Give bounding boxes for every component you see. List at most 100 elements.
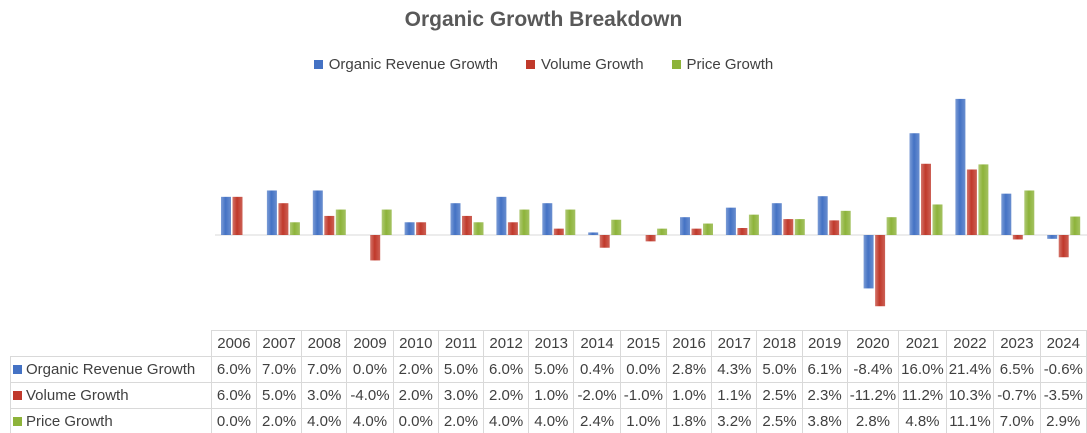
series-name: Volume Growth [26,387,129,404]
table-cell: 0.0% [346,356,394,383]
bar-organic-revenue-growth-2022 [955,98,966,236]
table-cell: 2.5% [756,382,803,409]
table-cell: 1.8% [666,408,713,433]
bar-price-growth-2024 [1070,216,1081,235]
bar-price-growth-2022 [978,164,989,235]
table-cell: -2.0% [573,382,621,409]
table-cell: 4.0% [483,408,530,433]
series-label: Organic Revenue Growth [10,356,212,383]
table-cell: 6.0% [483,356,530,383]
table-cell: 5.0% [437,356,485,383]
bar-organic-revenue-growth-2007 [266,190,277,235]
year-header: 2014 [573,330,621,357]
table-cell: 1.1% [711,382,758,409]
bar-organic-revenue-growth-2016 [680,217,690,235]
bar-price-growth-2018 [794,219,805,235]
bar-volume-growth-2019 [829,220,840,235]
bar-organic-revenue-growth-2006 [221,196,231,235]
year-header: 2022 [945,330,995,357]
bar-price-growth-2023 [1024,190,1035,235]
bar-price-growth-2021 [932,204,943,235]
table-cell: 2.0% [483,382,530,409]
series-name: Price Growth [26,413,113,430]
year-header: 2019 [801,330,848,357]
legend: Organic Revenue Growth Volume Growth Price… [0,56,1087,73]
table-cell: 5.0% [256,382,303,409]
series-name: Organic Revenue Growth [26,361,196,378]
table-cell: 21.4% [945,356,995,383]
legend-swatch [13,417,22,426]
bar-volume-growth-2011 [462,215,472,235]
bar-organic-revenue-growth-2019 [817,196,828,235]
year-header: 2024 [1039,330,1087,357]
bar-organic-revenue-growth-2024 [1047,235,1058,239]
table-row: Price Growth 0.0% 2.0% 4.0% 4.0% 0.0% 2.0% 4.0%… [10,408,1087,433]
legend-swatch [526,60,535,69]
year-header: 2011 [437,330,485,357]
year-header: 2006 [210,330,258,357]
table-cell: 3.0% [437,382,485,409]
table-cell: 7.0% [256,356,303,383]
table-cell: 2.8% [666,356,713,383]
table-cell: 6.5% [993,356,1041,383]
table-cell: 3.8% [801,408,848,433]
table-cell: 2.8% [846,408,900,433]
bar-organic-revenue-growth-2023 [1001,193,1012,235]
table-cell: 4.3% [711,356,758,383]
table-cell: -0.6% [1039,356,1087,383]
bar-price-growth-2014 [611,219,622,235]
bar-price-growth-2013 [565,209,576,235]
bar-volume-growth-2014 [599,235,610,248]
table-cell: 3.0% [301,382,348,409]
bar-volume-growth-2015 [645,235,656,242]
table-cell: 2.5% [756,408,803,433]
chart-title: Organic Growth Breakdown [404,8,683,31]
legend-swatch [313,60,323,69]
legend-label: Volume Growth [541,56,644,73]
table-cell: 10.3% [945,382,995,409]
table-cell: 16.0% [898,356,947,383]
table-cell: 7.0% [301,356,348,383]
legend-item: Organic Revenue Growth [313,56,498,73]
table-cell: 0.4% [573,356,621,383]
bar-price-growth-2007 [289,222,300,235]
bar-organic-revenue-growth-2017 [725,207,736,235]
legend-swatch [13,365,22,374]
bar-volume-growth-2008 [324,215,335,235]
year-header: 2020 [846,330,900,357]
bar-volume-growth-2017 [737,228,748,235]
table-cell: 11.2% [898,382,947,409]
bar-volume-growth-2012 [507,222,518,235]
table-row: Volume Growth 6.0% 5.0% 3.0% -4.0% 2.0% 3.0% 2.… [10,382,1087,409]
legend-item: Volume Growth [526,56,644,73]
year-header: 2017 [711,330,758,357]
legend-item: Price Growth [671,56,773,73]
table-cell: 4.0% [528,408,575,433]
bar-price-growth-2017 [748,214,759,235]
bar-volume-growth-2009 [370,235,381,261]
bar-organic-revenue-growth-2014 [588,232,599,235]
bar-organic-revenue-growth-2012 [496,196,507,235]
bar-volume-growth-2016 [691,228,702,235]
table-cell: 11.1% [945,408,995,433]
year-header: 2018 [756,330,803,357]
bar-organic-revenue-growth-2010 [404,222,415,235]
table-cell: 6.0% [210,382,258,409]
bar-volume-growth-2010 [416,222,427,235]
table-cell: 2.0% [392,382,439,409]
data-table: 2006 2007 2008 2009 2010 2011 2012 2013 2014 2015… [10,330,1087,433]
year-header: 2023 [993,330,1041,357]
bar-price-growth-2008 [335,209,346,235]
bar-price-growth-2020 [886,217,897,235]
table-cell: 2.3% [801,382,848,409]
bar-price-growth-2019 [840,210,851,235]
bar-price-growth-2011 [473,222,484,235]
table-cell: 5.0% [528,356,575,383]
table-cell: 7.0% [993,408,1041,433]
bar-volume-growth-2023 [1012,235,1023,240]
bar-volume-growth-2018 [783,219,794,235]
year-header: 2021 [898,330,947,357]
legend-label: Organic Revenue Growth [328,56,498,73]
bar-organic-revenue-growth-2011 [450,203,461,235]
